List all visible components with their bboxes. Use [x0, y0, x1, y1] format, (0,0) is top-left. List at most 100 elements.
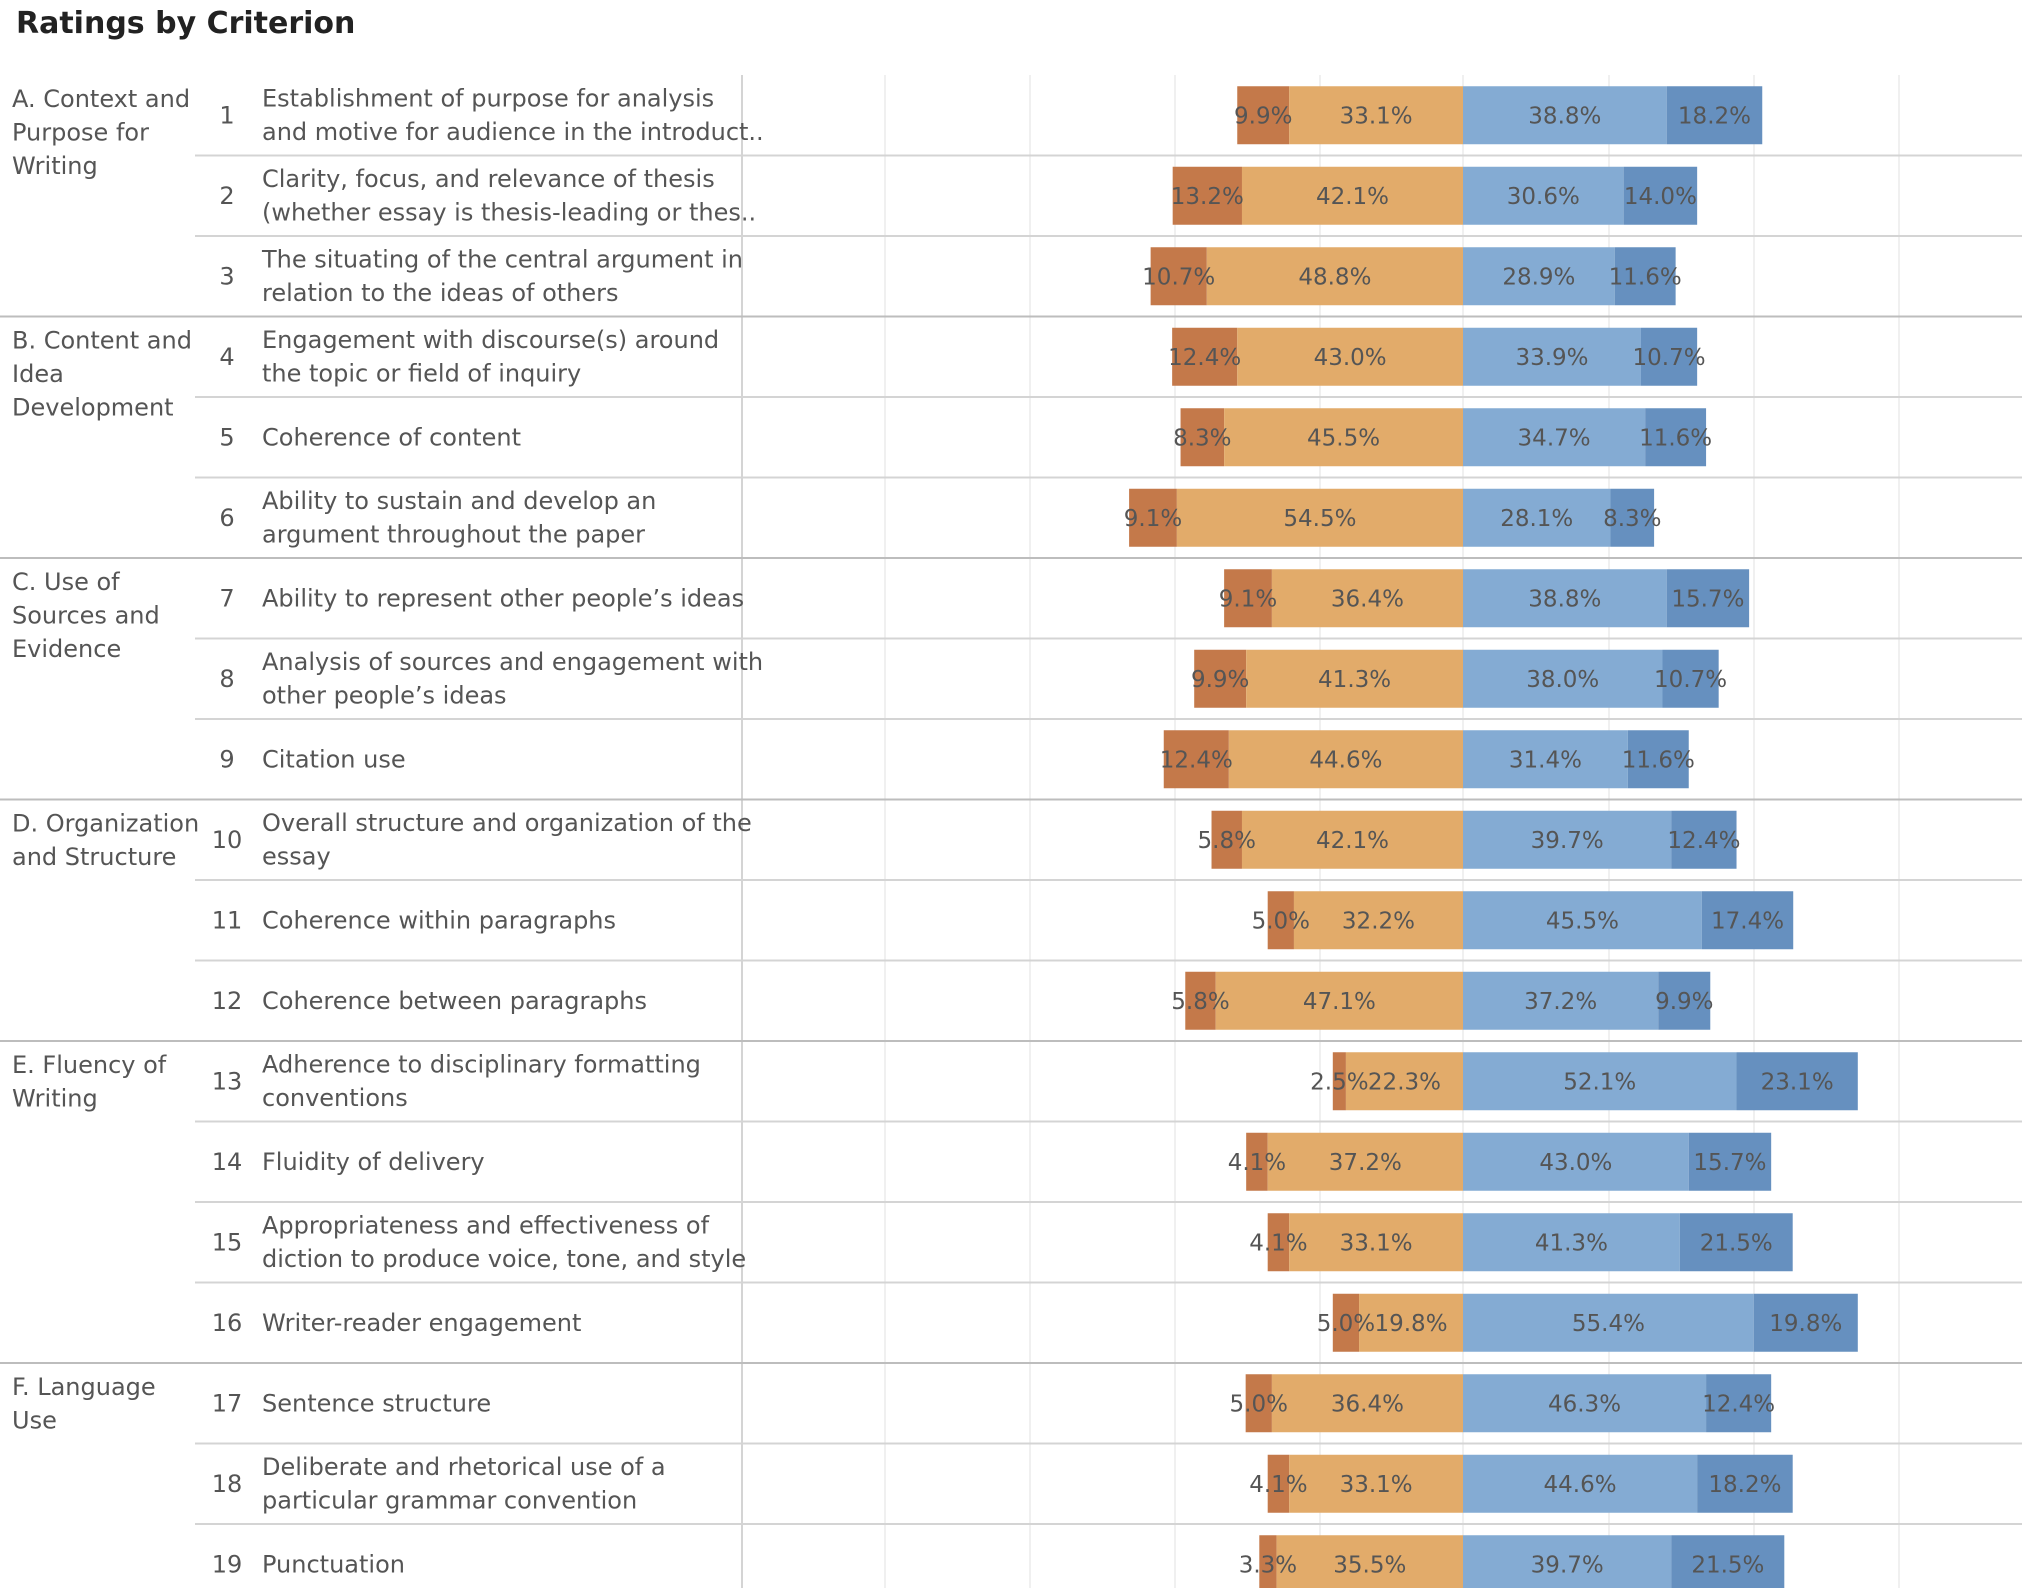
- group-label: A. Context and Purpose for Writing: [12, 85, 190, 180]
- data-label: 39.7%: [1531, 1552, 1604, 1578]
- criterion-number: 9: [219, 745, 234, 773]
- bar-strong-negative: [1185, 971, 1216, 1030]
- data-label: 10.7%: [1142, 264, 1215, 290]
- bar-positive: [1463, 1293, 1754, 1352]
- criterion-label: Engagement with discourse(s) around the t…: [262, 326, 719, 388]
- bar-negative: [1206, 247, 1463, 306]
- bar-strong-positive: [1623, 166, 1698, 225]
- bar-negative: [1241, 166, 1463, 225]
- chart-title: Ratings by Criterion: [16, 6, 356, 41]
- data-label: 21.5%: [1700, 1230, 1773, 1256]
- bar-negative: [1237, 327, 1463, 386]
- criterion-label: Establishment of purpose for analysis and…: [262, 85, 764, 147]
- data-label: 3.3%: [1239, 1552, 1297, 1578]
- data-label: 5.0%: [1317, 1311, 1375, 1337]
- bar-strong-positive: [1662, 649, 1719, 708]
- criterion-label: Sentence structure: [262, 1389, 491, 1417]
- data-label: 32.2%: [1342, 908, 1415, 934]
- bar-strong-negative: [1267, 1213, 1290, 1272]
- data-label: 5.0%: [1230, 1391, 1288, 1417]
- bar-positive: [1463, 1052, 1737, 1111]
- criterion-number: 1: [219, 101, 234, 129]
- bar-negative: [1359, 1293, 1463, 1352]
- criterion-label: Coherence within paragraphs: [262, 906, 616, 934]
- criterion-label: Writer-reader engagement: [262, 1309, 581, 1337]
- bar-strong-positive: [1736, 1052, 1858, 1111]
- data-label: 47.1%: [1303, 989, 1376, 1015]
- bar-negative: [1267, 1132, 1463, 1191]
- data-label: 11.6%: [1609, 264, 1682, 290]
- bar-positive: [1463, 327, 1641, 386]
- criterion-number: 6: [219, 504, 234, 532]
- criterion-label: Ability to sustain and develop an argumen…: [262, 487, 656, 549]
- criterion-label: Fluidity of delivery: [262, 1148, 485, 1176]
- bar-negative: [1289, 86, 1463, 145]
- bar-positive: [1463, 1454, 1698, 1513]
- data-label: 46.3%: [1548, 1391, 1621, 1417]
- bar-positive: [1463, 1535, 1672, 1588]
- bar-strong-negative: [1332, 1293, 1360, 1352]
- bar-negative: [1224, 408, 1463, 467]
- data-label: 5.0%: [1252, 908, 1310, 934]
- data-label: 9.9%: [1191, 667, 1249, 693]
- criterion-number: 5: [219, 423, 234, 451]
- bar-strong-negative: [1163, 730, 1229, 789]
- data-label: 42.1%: [1316, 828, 1389, 854]
- data-label: 4.1%: [1249, 1472, 1307, 1498]
- data-label: 15.7%: [1671, 586, 1744, 612]
- criterion-number: 8: [219, 665, 234, 693]
- bar-positive: [1463, 86, 1667, 145]
- bar-strong-negative: [1172, 166, 1242, 225]
- criterion-number: 4: [219, 343, 234, 371]
- criterion-number: 13: [212, 1067, 243, 1095]
- data-label: 4.1%: [1228, 1150, 1286, 1176]
- data-label: 19.8%: [1374, 1311, 1447, 1337]
- data-label: 37.2%: [1524, 989, 1597, 1015]
- bar-strong-negative: [1237, 86, 1290, 145]
- criterion-label: Ability to represent other people’s idea…: [262, 584, 744, 612]
- bar-strong-positive: [1671, 810, 1737, 869]
- data-label: 11.6%: [1622, 747, 1695, 773]
- bar-positive: [1463, 488, 1611, 547]
- data-label: 55.4%: [1572, 1311, 1645, 1337]
- data-label: 14.0%: [1624, 184, 1697, 210]
- data-label: 45.5%: [1307, 425, 1380, 451]
- bar-negative: [1228, 730, 1463, 789]
- data-label: 12.4%: [1160, 747, 1233, 773]
- bar-strong-positive: [1671, 1535, 1785, 1588]
- bar-negative: [1345, 1052, 1463, 1111]
- bar-strong-negative: [1180, 408, 1225, 467]
- data-label: 41.3%: [1535, 1230, 1608, 1256]
- data-label: 43.0%: [1539, 1150, 1612, 1176]
- data-label: 8.3%: [1173, 425, 1231, 451]
- bar-strong-positive: [1640, 327, 1698, 386]
- criterion-number: 7: [219, 584, 234, 612]
- bar-strong-positive: [1645, 408, 1707, 467]
- bar-positive: [1463, 730, 1628, 789]
- bar-positive: [1463, 649, 1663, 708]
- group-label: D. Organization and Structure: [12, 810, 199, 872]
- data-label: 21.5%: [1691, 1552, 1764, 1578]
- bar-strong-negative: [1267, 891, 1294, 950]
- bar-positive: [1463, 891, 1702, 950]
- bar-strong-positive: [1688, 1132, 1772, 1191]
- bar-strong-positive: [1697, 1454, 1793, 1513]
- bar-positive: [1463, 810, 1672, 869]
- group-label: F. Language Use: [12, 1373, 156, 1435]
- data-label: 2.5%: [1310, 1069, 1368, 1095]
- bar-strong-negative: [1211, 810, 1242, 869]
- data-label: 38.8%: [1528, 586, 1601, 612]
- bar-strong-positive: [1610, 488, 1655, 547]
- bar-positive: [1463, 1213, 1680, 1272]
- criterion-number: 17: [212, 1389, 243, 1417]
- criterion-number: 11: [212, 906, 243, 934]
- bar-strong-positive: [1679, 1213, 1793, 1272]
- data-label: 43.0%: [1314, 345, 1387, 371]
- bar-negative: [1215, 971, 1463, 1030]
- bar-negative: [1176, 488, 1463, 547]
- data-label: 9.9%: [1234, 103, 1292, 129]
- bar-negative: [1293, 891, 1463, 950]
- bar-positive: [1463, 247, 1615, 306]
- bar-strong-negative: [1224, 569, 1272, 628]
